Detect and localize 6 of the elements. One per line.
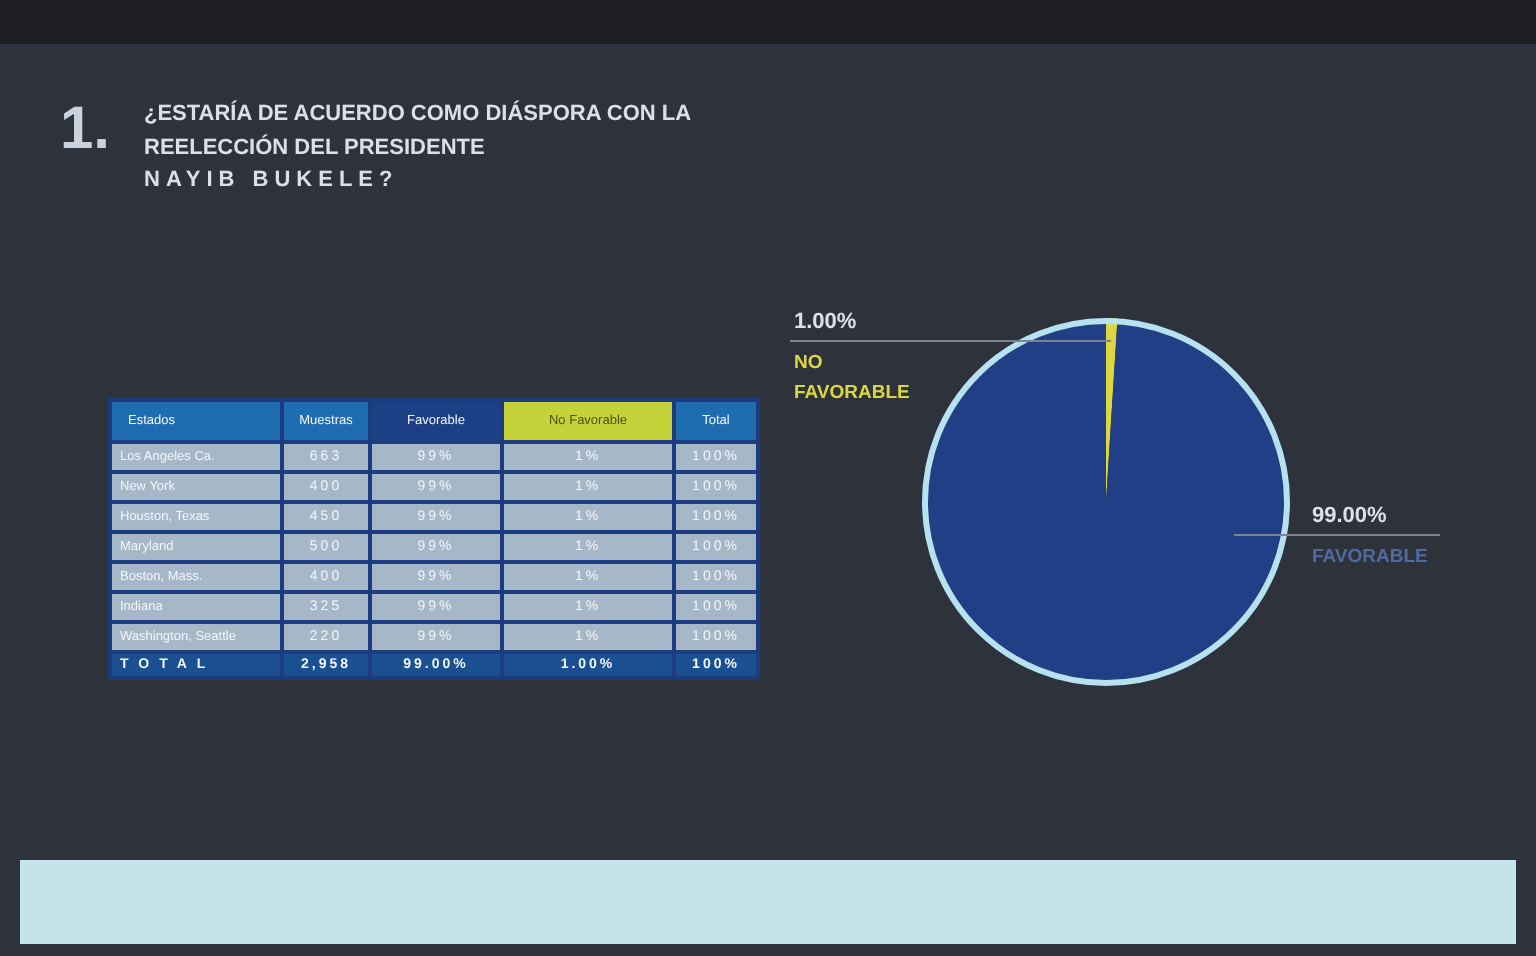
text: 1. (60, 96, 111, 162)
slice-label: NO FAVORABLE (794, 352, 910, 404)
slice-label: FAVORABLE (1312, 546, 1428, 568)
text: ¿ESTARÍA DE ACUERDO COMO DIÁSPORA CON LA REELECCIÓN DEL PRESIDENTE NAYIB BUKELE? (144, 98, 692, 196)
data-label: 99.00% (1312, 504, 1388, 528)
data-label: 1.00% (794, 310, 857, 334)
